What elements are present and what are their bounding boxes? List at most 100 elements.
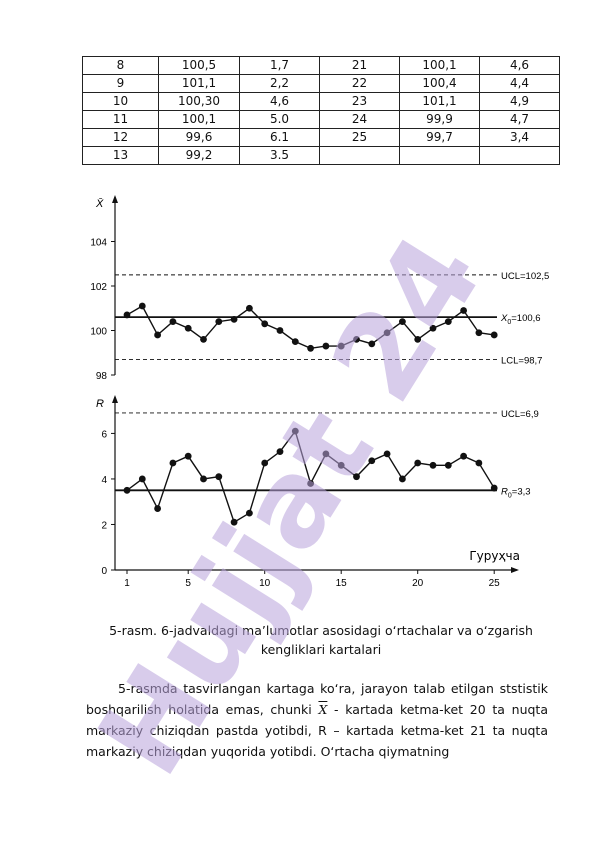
data-table: 8 100,5 1,7 21 100,1 4,6 9 101,1 2,2 22 100,4 4,4 10… — [82, 56, 560, 165]
line-label-main: R — [501, 486, 508, 497]
data-point — [444, 318, 452, 325]
line-label: UCL=6,9 — [501, 409, 539, 420]
table-cell: 6.1 — [239, 128, 320, 147]
table-row: 8 100,5 1,7 21 100,1 4,6 — [82, 56, 560, 75]
control-charts: X̄98100102104UCL=102,5X0=100,6LCL=98,7R0… — [90, 195, 549, 589]
data-point — [490, 331, 498, 339]
data-point — [215, 318, 223, 325]
data-point — [276, 448, 284, 456]
data-point — [184, 452, 192, 460]
data-point — [383, 329, 391, 337]
line-label: LCL=98,7 — [501, 355, 542, 366]
y-axis-label: R — [96, 398, 104, 410]
data-point — [138, 302, 146, 310]
x-axis-label: Гуруҳча — [469, 549, 520, 563]
data-point — [414, 459, 422, 467]
y-axis-arrow — [112, 395, 118, 403]
y-tick-label: 100 — [90, 327, 107, 338]
table-row: 13 99,2 3.5 — [82, 146, 560, 165]
line-label: R0=3,3 — [501, 486, 531, 499]
data-point — [169, 318, 177, 325]
data-point — [460, 307, 467, 314]
data-point — [399, 318, 406, 325]
table-cell: 99,7 — [399, 128, 480, 147]
table-cell: 100,1 — [158, 110, 240, 129]
data-point — [368, 457, 376, 465]
data-point — [429, 324, 437, 332]
data-point — [230, 518, 238, 526]
y-tick-label: 2 — [101, 520, 107, 531]
x-tick-label: 5 — [185, 578, 191, 589]
x-bar-symbol: X — [318, 702, 328, 717]
data-point — [261, 320, 269, 328]
y-tick-label: 98 — [96, 371, 108, 382]
data-point — [399, 475, 406, 483]
table-cell — [479, 146, 560, 165]
x-tick-label: 25 — [489, 578, 501, 589]
x-tick-label: 10 — [259, 578, 271, 589]
table-cell — [399, 146, 480, 165]
table-row: 10 100,30 4,6 23 101,1 4,9 — [82, 92, 560, 111]
table-cell: 5.0 — [239, 110, 320, 129]
data-point — [200, 336, 207, 343]
y-tick-label: 6 — [101, 429, 107, 440]
table-cell: 100,5 — [158, 56, 240, 75]
table-cell: 12 — [82, 128, 159, 147]
data-point — [154, 505, 162, 512]
y-axis-arrow — [112, 195, 118, 203]
x-tick-label: 20 — [412, 578, 424, 589]
data-point — [475, 459, 483, 467]
table-cell: 24 — [319, 110, 400, 129]
table-cell: 8 — [82, 56, 159, 75]
x-tick-label: 1 — [124, 578, 130, 589]
body-paragraph: 5-rasmda tasvirlangan kartaga ko‘ra, jar… — [86, 678, 548, 762]
line-label-sub: 0 — [507, 319, 511, 326]
table-cell: 4,7 — [479, 110, 560, 129]
data-point — [123, 311, 131, 319]
data-point — [307, 344, 314, 352]
data-point — [444, 461, 452, 469]
table-cell: 4,4 — [479, 74, 560, 93]
data-point — [215, 473, 223, 481]
table-row: 11 100,1 5.0 24 99,9 4,7 — [82, 110, 560, 129]
data-point — [246, 509, 253, 517]
table-cell: 4,6 — [239, 92, 320, 111]
table-cell: 2,2 — [239, 74, 320, 93]
data-point — [337, 461, 345, 469]
line-label-main: X — [500, 313, 508, 324]
paragraph-text-after: - kartada ketma-ket 20 ta nuqta markaziy… — [86, 702, 548, 759]
data-point — [200, 475, 207, 483]
data-point — [307, 480, 314, 487]
data-point — [291, 338, 299, 346]
data-point — [414, 336, 422, 343]
table-cell: 22 — [319, 74, 400, 93]
table-cell: 11 — [82, 110, 159, 129]
data-point — [490, 484, 498, 492]
caption-line-1: 5-rasm. 6-jadvaldagi ma’lumotlar asosida… — [109, 623, 533, 638]
table-cell: 4,9 — [479, 92, 560, 111]
table-cell: 13 — [82, 146, 159, 165]
data-point — [261, 459, 269, 467]
y-tick-label: 4 — [101, 475, 107, 486]
line-label-sub: 0 — [508, 492, 512, 499]
paragraph-text-before: 5-rasmda tasvirlangan kartaga ko‘ra, jar… — [86, 681, 548, 717]
table-row: 12 99,6 6.1 25 99,7 3,4 — [82, 128, 560, 147]
data-point — [353, 336, 360, 343]
data-point — [276, 327, 284, 334]
data-point — [184, 324, 192, 332]
line-label-rest: =3,3 — [512, 486, 531, 497]
line-label: X0=100,6 — [500, 313, 541, 326]
data-point — [138, 475, 146, 483]
line-label-rest: =100,6 — [511, 313, 540, 324]
table-row: 9 101,1 2,2 22 100,4 4,4 — [82, 74, 560, 93]
table-cell: 21 — [319, 56, 400, 75]
data-point — [322, 342, 330, 350]
table-cell: 9 — [82, 74, 159, 93]
table-cell: 100,4 — [399, 74, 480, 93]
table-cell: 3.5 — [239, 146, 320, 165]
data-point — [475, 329, 483, 337]
x-tick-label: 15 — [336, 578, 348, 589]
data-point — [337, 342, 345, 350]
data-point — [291, 427, 299, 435]
y-tick-label: 0 — [101, 566, 107, 577]
